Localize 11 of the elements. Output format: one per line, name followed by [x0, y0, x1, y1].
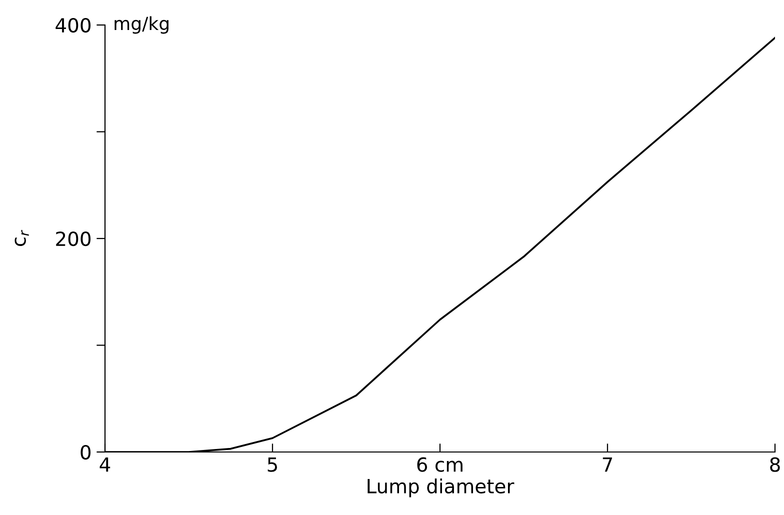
x-tick-label: 5 [268, 457, 277, 472]
y-tick-label: 200 [56, 231, 91, 246]
x-tick-label: 7 [602, 457, 612, 472]
annotation: mg/kg [114, 16, 168, 34]
y-tick-label: 0 [80, 444, 91, 460]
y-tick-label: 400 [56, 18, 91, 33]
x-tick-label: 8 [770, 457, 780, 472]
y-axis-title: c$_{r}$ [14, 230, 29, 246]
x-tick-label: 4 [100, 457, 110, 472]
x-tick-label: 6 cm [417, 457, 462, 472]
x-axis-title: Lump diameter [368, 478, 514, 498]
